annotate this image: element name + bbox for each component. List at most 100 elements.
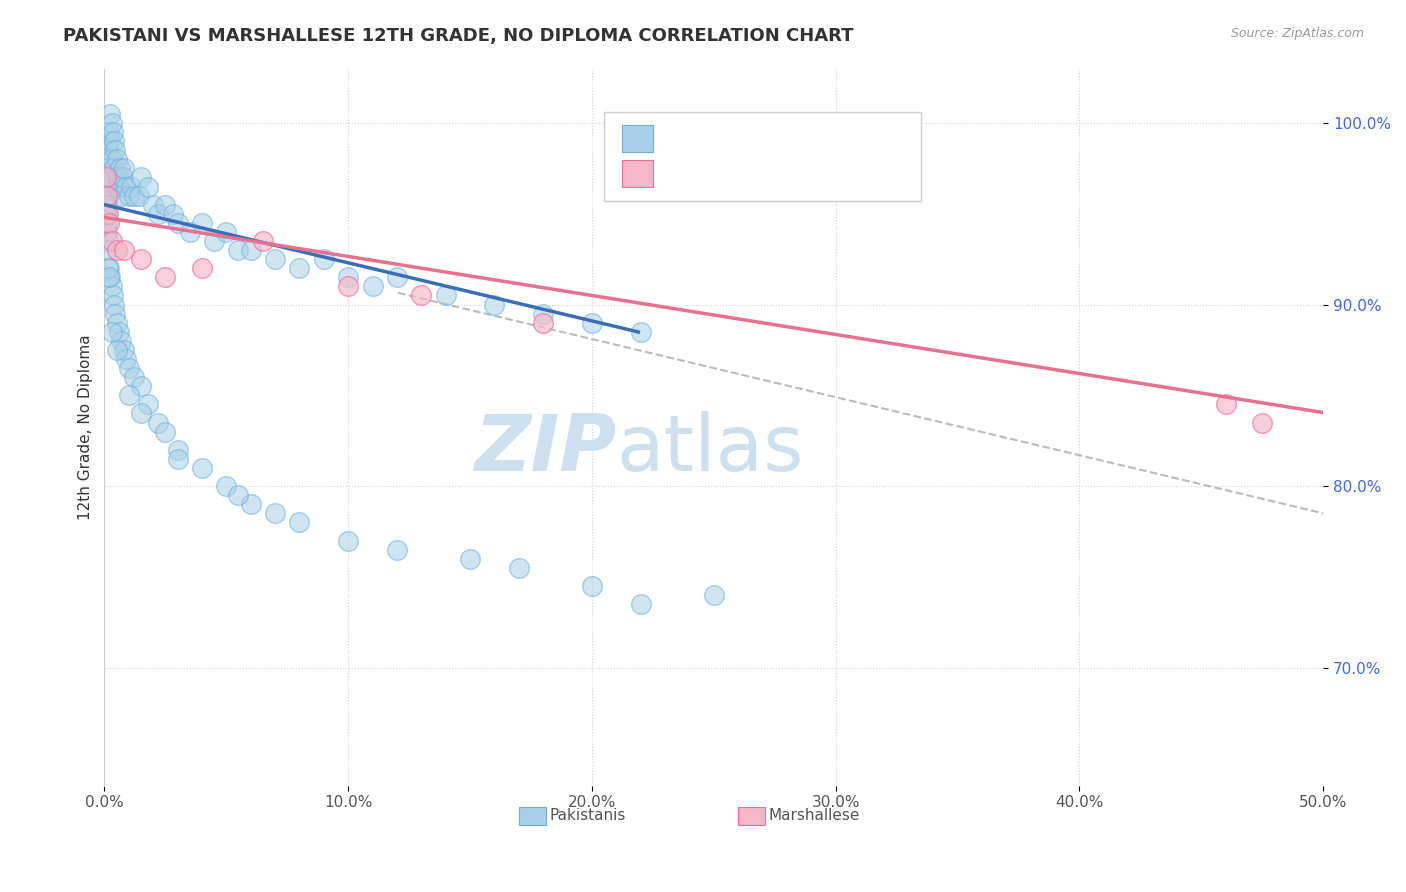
- Point: [100, 270, 122, 285]
- Point: [179, 225, 201, 239]
- Point: [581, 316, 603, 330]
- Point: [98, 125, 121, 139]
- Point: [115, 179, 138, 194]
- Text: Marshallese: Marshallese: [769, 808, 860, 823]
- Point: [96, 243, 118, 257]
- Point: [411, 288, 433, 302]
- Text: R = -0.458   N =  16: R = -0.458 N = 16: [668, 165, 851, 183]
- Point: [112, 161, 135, 176]
- Point: [94, 161, 117, 176]
- Point: [166, 442, 188, 457]
- Point: [105, 243, 128, 257]
- Point: [146, 207, 169, 221]
- Point: [96, 197, 118, 211]
- Point: [337, 533, 360, 548]
- Point: [101, 125, 124, 139]
- Point: [264, 507, 287, 521]
- Text: Pakistanis: Pakistanis: [550, 808, 626, 823]
- Point: [103, 297, 125, 311]
- Point: [337, 270, 360, 285]
- Point: [484, 297, 506, 311]
- Point: [107, 170, 129, 185]
- Point: [361, 279, 384, 293]
- Point: [98, 107, 121, 121]
- Point: [215, 479, 238, 493]
- Point: [129, 170, 152, 185]
- Point: [98, 216, 121, 230]
- Point: [120, 179, 142, 194]
- Point: [103, 134, 125, 148]
- Point: [97, 234, 120, 248]
- Point: [128, 188, 150, 202]
- Point: [146, 416, 169, 430]
- Point: [105, 179, 128, 194]
- Point: [96, 216, 118, 230]
- Point: [94, 188, 117, 202]
- Point: [385, 542, 408, 557]
- Point: [100, 325, 122, 339]
- Point: [100, 279, 122, 293]
- Point: [94, 170, 117, 185]
- Point: [110, 334, 132, 348]
- Point: [111, 170, 134, 185]
- Point: [630, 325, 652, 339]
- Point: [508, 561, 530, 575]
- FancyBboxPatch shape: [623, 125, 652, 153]
- Point: [96, 188, 118, 202]
- Point: [166, 451, 188, 466]
- Point: [96, 188, 118, 202]
- Point: [96, 170, 118, 185]
- Point: [112, 343, 135, 357]
- Point: [531, 316, 554, 330]
- Point: [101, 288, 124, 302]
- Point: [239, 497, 262, 511]
- Point: [105, 316, 128, 330]
- Point: [312, 252, 335, 267]
- Point: [108, 325, 131, 339]
- FancyBboxPatch shape: [738, 807, 765, 825]
- Point: [434, 288, 457, 302]
- Point: [142, 197, 165, 211]
- Point: [105, 343, 128, 357]
- Point: [96, 170, 118, 185]
- Point: [155, 270, 177, 285]
- Point: [108, 179, 131, 194]
- Point: [385, 270, 408, 285]
- Point: [96, 179, 118, 194]
- Point: [581, 579, 603, 593]
- Point: [118, 188, 141, 202]
- Text: PAKISTANI VS MARSHALLESE 12TH GRADE, NO DIPLOMA CORRELATION CHART: PAKISTANI VS MARSHALLESE 12TH GRADE, NO …: [63, 27, 853, 45]
- Point: [112, 243, 135, 257]
- Point: [288, 516, 311, 530]
- Point: [191, 461, 214, 475]
- Point: [103, 161, 125, 176]
- Point: [97, 170, 120, 185]
- Point: [191, 216, 214, 230]
- Text: atlas: atlas: [616, 410, 804, 487]
- Point: [1251, 416, 1274, 430]
- Point: [136, 179, 159, 194]
- Point: [228, 243, 250, 257]
- Point: [104, 143, 127, 157]
- FancyBboxPatch shape: [605, 112, 921, 202]
- Point: [264, 252, 287, 267]
- Point: [122, 370, 145, 384]
- Point: [100, 234, 122, 248]
- Point: [1215, 397, 1237, 411]
- Point: [96, 207, 118, 221]
- Point: [162, 207, 184, 221]
- Point: [531, 307, 554, 321]
- Point: [105, 153, 128, 167]
- Point: [129, 407, 152, 421]
- Point: [98, 261, 121, 276]
- Point: [110, 188, 132, 202]
- Point: [136, 397, 159, 411]
- Point: [129, 379, 152, 393]
- Point: [122, 188, 145, 202]
- Point: [100, 116, 122, 130]
- Point: [104, 307, 127, 321]
- Point: [155, 425, 177, 439]
- Point: [129, 252, 152, 267]
- Point: [288, 261, 311, 276]
- Point: [118, 388, 141, 402]
